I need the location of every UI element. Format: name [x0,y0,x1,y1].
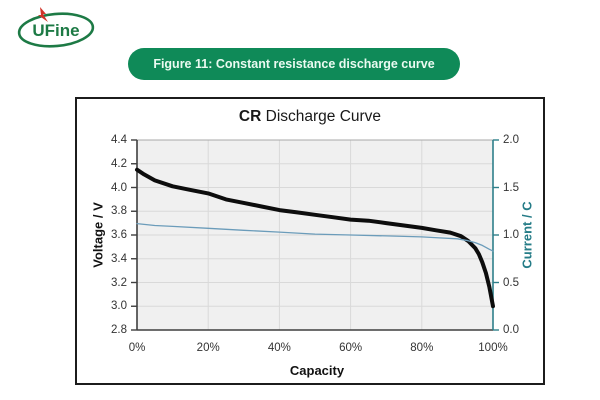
curve-current [136,222,494,252]
y-tick-left: 2.8 [111,324,127,336]
y-tick-right: 1.5 [503,181,519,194]
x-tick: 100% [478,342,508,354]
logo-ellipse-icon [17,12,95,48]
logo-text: UFine [32,21,79,40]
x-tick: 0% [128,342,146,354]
y-tick-left: 3.6 [111,229,127,241]
x-tick: 20% [196,342,220,354]
chart-container: CR Discharge Curve Voltage / V Current /… [75,97,545,385]
x-tick: 40% [267,342,291,354]
y-tick-left: 3.4 [111,252,127,265]
y-tick-left: 4.2 [111,157,127,170]
y-tick-left: 3.0 [111,300,127,313]
chart-canvas [131,139,499,331]
x-tick: 80% [410,342,434,354]
y-tick-right: 0.5 [503,276,519,289]
figure-caption-text: Figure 11: Constant resistance discharge… [153,57,435,71]
curve-voltage [135,167,495,309]
chart-title: CR Discharge Curve [77,108,543,126]
chart-title-bold: CR [238,108,262,125]
figure-caption-badge: Figure 11: Constant resistance discharge… [128,48,460,80]
y-tick-left: 4.0 [111,181,127,194]
y-tick-right: 1.0 [503,229,519,241]
y-tick-left: 3.2 [111,276,127,289]
x-axis-label: Capacity [289,363,345,378]
lightning-bolt-icon [38,7,48,22]
y-tick-left: 4.4 [111,134,127,146]
y-tick-right: 0.0 [503,324,519,336]
y-tick-left: 3.8 [111,205,127,218]
ufine-logo: UFine [17,7,95,48]
x-tick: 60% [339,342,363,354]
y-tick-right: 2.0 [503,134,519,146]
chart-title-rest: Discharge Curve [261,108,382,125]
